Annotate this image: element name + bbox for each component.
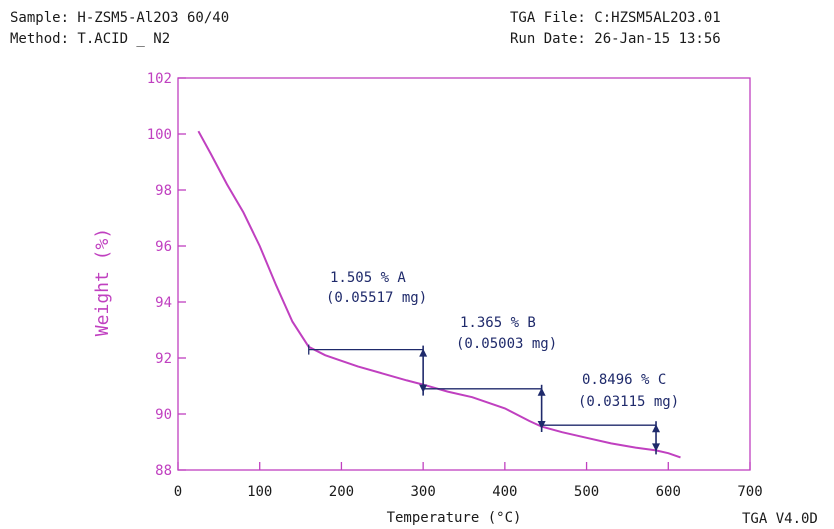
x-tick-label: 700 bbox=[737, 484, 762, 500]
y-tick-label: 102 bbox=[147, 71, 172, 87]
y-tick-label: 100 bbox=[147, 127, 172, 143]
annotation-b: 1.365 % B (0.05003 mg) bbox=[422, 315, 557, 432]
step-mass-label: (0.05003 mg) bbox=[456, 336, 557, 352]
x-tick-label: 300 bbox=[410, 484, 435, 500]
arrow-up-icon bbox=[652, 424, 661, 433]
annotation-a: 1.505 % A (0.05517 mg) bbox=[308, 270, 428, 396]
y-tick-label: 88 bbox=[155, 463, 172, 479]
tga-file-label: TGA File: C:HZSM5AL2O3.01 bbox=[510, 10, 721, 26]
step-percent-label: 0.8496 % C bbox=[582, 372, 666, 388]
plot-frame bbox=[177, 77, 751, 471]
x-tick-label: 500 bbox=[574, 484, 599, 500]
y-tick-label: 98 bbox=[155, 183, 172, 199]
weight-curve bbox=[197, 130, 681, 459]
x-tick-label: 600 bbox=[656, 484, 681, 500]
x-tick-label: 400 bbox=[492, 484, 517, 500]
sample-label: Sample: H-ZSM5-Al2O3 60/40 bbox=[10, 10, 229, 26]
method-label: Method: T.ACID _ N2 bbox=[10, 31, 170, 47]
x-tick-label: 100 bbox=[247, 484, 272, 500]
x-tick-label: 0 bbox=[174, 484, 182, 500]
annotation-c: 0.8496 % C (0.03115 mg) bbox=[540, 372, 679, 455]
arrow-up-icon bbox=[537, 387, 546, 396]
step-percent-label: 1.365 % B bbox=[460, 315, 536, 331]
arrow-up-icon bbox=[419, 348, 428, 357]
x-axis-label: Temperature (°C) bbox=[387, 510, 522, 526]
software-version: TGA V4.0D bbox=[742, 511, 818, 527]
y-axis-label: Weight (%) bbox=[92, 228, 113, 336]
step-annotations: 1.505 % A (0.05517 mg) 1.365 % B (0.05003 m… bbox=[308, 270, 679, 455]
x-axis: 0 100 200 300 400 500 600 700 bbox=[174, 462, 763, 500]
y-tick-label: 96 bbox=[155, 239, 172, 255]
y-tick-label: 92 bbox=[155, 351, 172, 367]
arrow-down-icon bbox=[652, 443, 661, 452]
step-mass-label: (0.03115 mg) bbox=[578, 394, 679, 410]
y-axis: 88 90 92 94 96 98 100 102 bbox=[147, 71, 186, 479]
y-tick-label: 94 bbox=[155, 295, 172, 311]
step-mass-label: (0.05517 mg) bbox=[326, 290, 427, 306]
run-date-label: Run Date: 26-Jan-15 13:56 bbox=[510, 31, 721, 47]
step-percent-label: 1.505 % A bbox=[330, 270, 406, 286]
y-tick-label: 90 bbox=[155, 407, 172, 423]
x-tick-label: 200 bbox=[329, 484, 354, 500]
